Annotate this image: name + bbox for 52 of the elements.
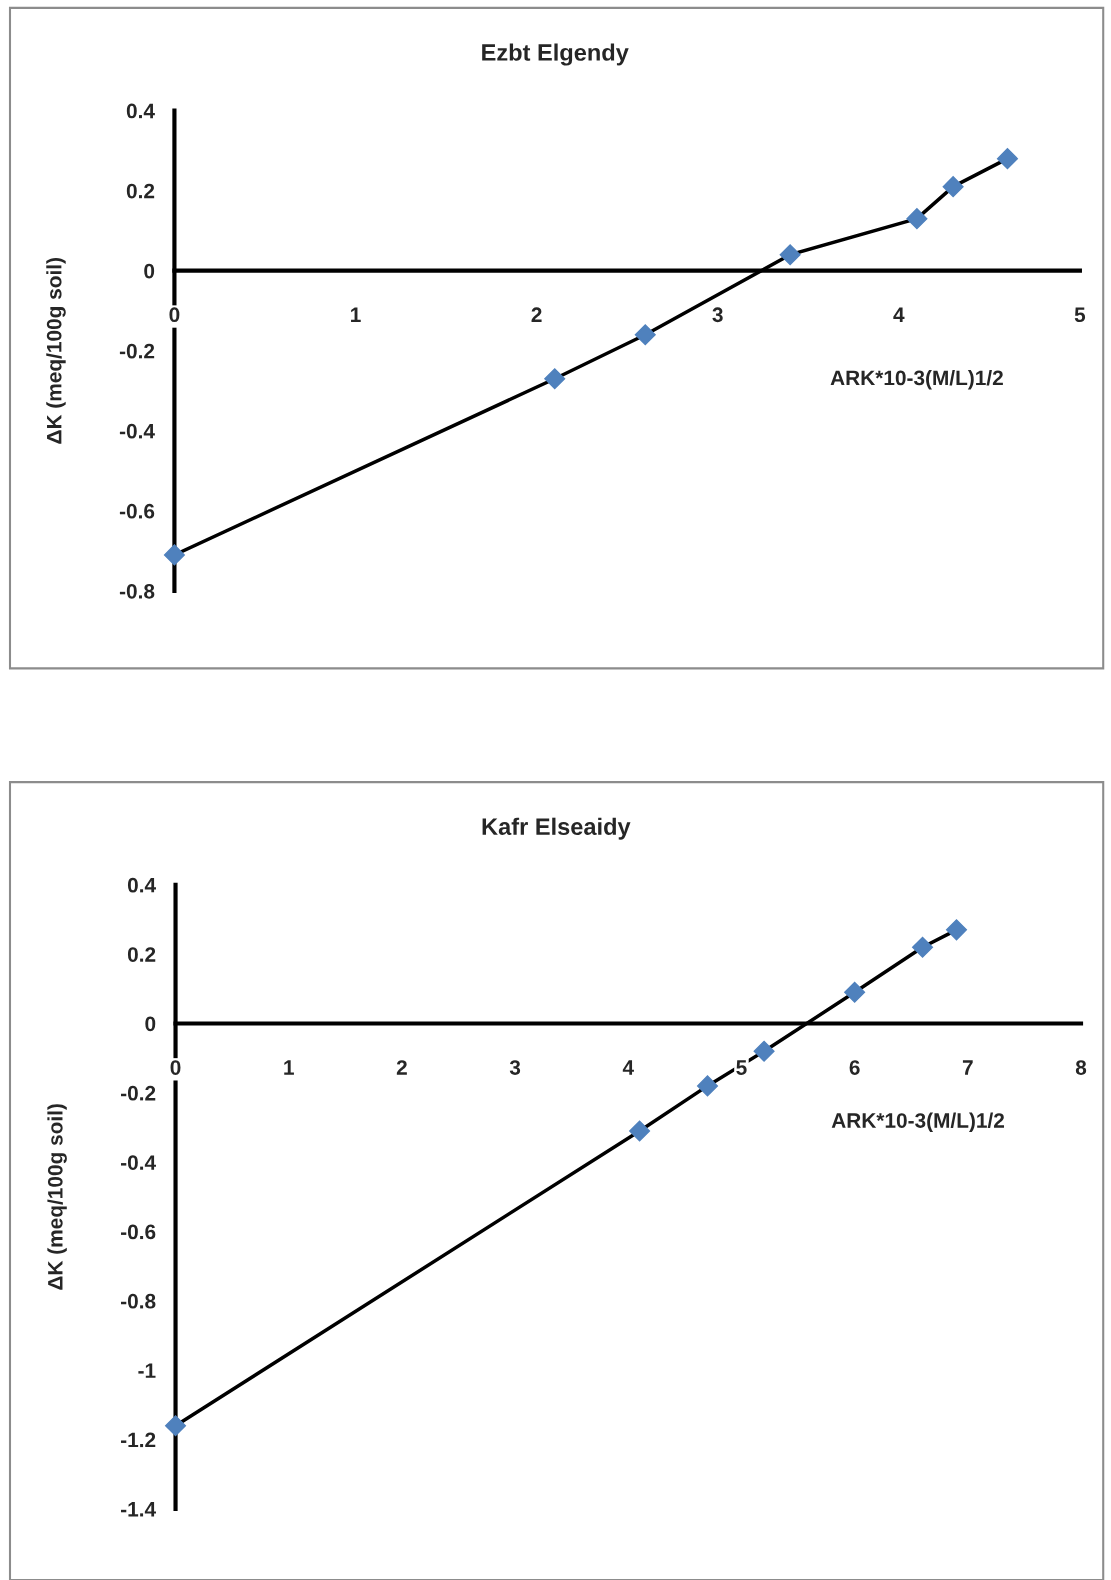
y-tick-label: -1.2 (121, 1432, 156, 1448)
y-tick-label: -0.6 (119, 503, 155, 519)
y-tick-label: -0.6 (121, 1224, 156, 1240)
y-tick-label: -0.4 (119, 423, 155, 439)
chart-title: Ezbt Elgendy (482, 43, 629, 66)
x-tick-label: 3 (509, 1060, 521, 1075)
point (544, 368, 566, 390)
x-tick-label: 0 (169, 307, 180, 323)
point (779, 244, 801, 266)
x-tick-label: 2 (531, 307, 542, 322)
y-axis-title: ΔK (meq/100g soil) (47, 1104, 67, 1290)
x-axis-title: ARK*10-3(M/L)1/2 (830, 369, 1003, 390)
point (634, 324, 656, 346)
y-tick-label: -1.4 (121, 1502, 156, 1517)
y-axis-title: ΔK (meq/100g soil) (46, 258, 66, 444)
x-tick-label: 4 (893, 307, 905, 322)
point (912, 936, 934, 958)
y-tick-label: 0 (145, 1016, 156, 1032)
point (753, 1040, 775, 1062)
y-tick-label: 0.4 (126, 103, 155, 119)
y-tick-label: -0.8 (119, 583, 155, 599)
x-tick-label: 0 (170, 1060, 181, 1075)
x-tick-label: 2 (396, 1060, 407, 1075)
point (906, 208, 928, 230)
y-tick-label: -0.2 (121, 1085, 156, 1101)
x-tick-label: 5 (736, 1060, 747, 1075)
x-axis-title: ARK*10-3(M/L)1/2 (831, 1112, 1005, 1133)
point (945, 919, 968, 941)
y-tick-label: -0.2 (119, 343, 155, 359)
x-tick-label: 4 (622, 1060, 634, 1075)
point (163, 544, 185, 566)
chart-title: Kafr Elseaidy (482, 817, 631, 840)
x-tick-label: 7 (962, 1060, 973, 1075)
point (696, 1075, 719, 1097)
y-tick-label: -0.4 (121, 1155, 156, 1170)
point (165, 1415, 187, 1437)
y-tick-label: 0.2 (127, 947, 156, 962)
x-tick-label: 5 (1074, 307, 1086, 323)
x-tick-label: 1 (351, 307, 361, 322)
point (996, 148, 1018, 170)
y-tick-label: 0.2 (126, 183, 155, 199)
y-tick-label: 0 (144, 263, 155, 279)
point (844, 981, 866, 1003)
x-tick-label: 3 (712, 307, 723, 323)
x-tick-label: 6 (849, 1060, 860, 1075)
x-tick-label: 1 (284, 1060, 294, 1075)
point (942, 176, 964, 198)
point (629, 1120, 651, 1142)
y-tick-label: 0.4 (127, 877, 156, 893)
y-tick-label: -1 (138, 1363, 156, 1378)
x-tick-label: 8 (1075, 1060, 1087, 1075)
y-tick-label: -0.8 (121, 1293, 156, 1309)
